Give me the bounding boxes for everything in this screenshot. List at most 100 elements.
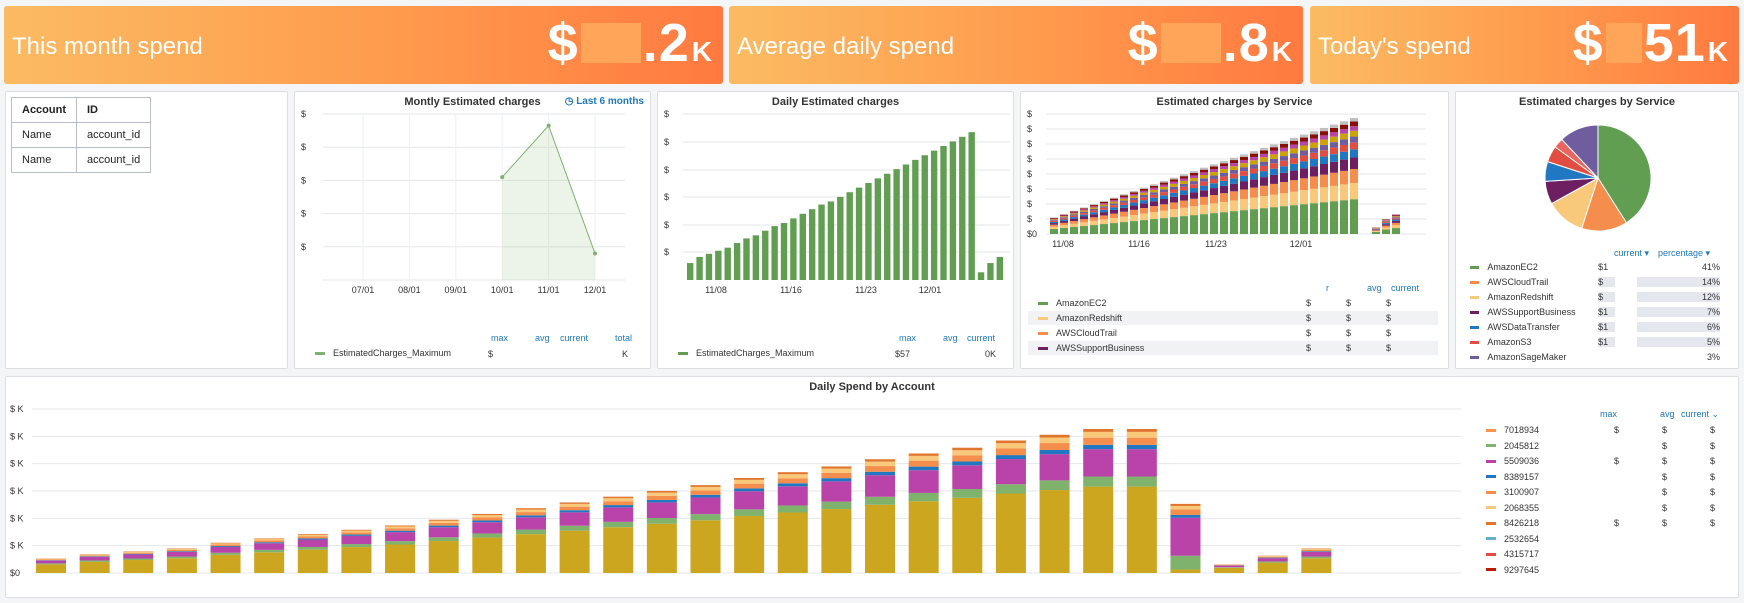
- stacked-bar-segment: [777, 474, 808, 479]
- y-tick-label: $: [664, 109, 669, 119]
- daily-bar-chart[interactable]: $ $ $ $ $ $11/08 11/16 11/23 12/01: [658, 92, 1014, 369]
- legend-item[interactable]: 7018934 $ $ $: [1481, 423, 1731, 437]
- service-pie-chart[interactable]: [1456, 92, 1739, 242]
- legend-item[interactable]: EstimatedCharges_Maximum: [315, 348, 451, 358]
- stacked-bar-segment: [1060, 222, 1068, 226]
- legend-item[interactable]: AmazonRedshift $12%: [1470, 290, 1721, 304]
- stacked-bar-segment: [1070, 218, 1078, 222]
- stacked-bar-segment: [559, 525, 590, 531]
- legend-item[interactable]: AmazonEC2 $1 41%: [1470, 260, 1720, 274]
- legend-header-current[interactable]: current ⌄: [1681, 409, 1720, 419]
- service-stacked-bar-chart[interactable]: $ $ $ $ $ $ $ $ $0 11/08 11/16 11/23 12/01: [1021, 92, 1449, 369]
- daily-bar: [771, 226, 778, 280]
- stat-label: Today's spend: [1318, 33, 1471, 60]
- legend-item[interactable]: AmazonS3 $1 5%: [1470, 335, 1721, 349]
- legend-item[interactable]: 3100907 $ $: [1481, 485, 1731, 499]
- legend-header-avg[interactable]: avg: [943, 333, 958, 343]
- legend-item[interactable]: AWSDataTransfer $1 6%: [1470, 320, 1721, 334]
- stacked-bar-segment: [821, 466, 852, 469]
- legend-header-percentage[interactable]: percentage ▾: [1658, 248, 1711, 258]
- stacked-bar-segment: [1240, 210, 1248, 234]
- stacked-bar-segment: [690, 514, 721, 521]
- stacked-bar-segment: [1260, 196, 1268, 209]
- stacked-bar-segment: [995, 459, 1026, 485]
- legend-item[interactable]: 2068355 $ $: [1481, 501, 1731, 515]
- stacked-bar-segment: [1250, 151, 1258, 154]
- stacked-bar-segment: [1126, 431, 1157, 438]
- legend-header-avg[interactable]: avg: [1367, 283, 1382, 293]
- stacked-bar-segment: [472, 520, 503, 523]
- panel-title[interactable]: Estimated charges by Service: [1156, 96, 1313, 108]
- stacked-bar-segment: [1280, 156, 1288, 161]
- legend-header-total[interactable]: total: [615, 333, 633, 343]
- legend-item[interactable]: 9297645: [1481, 563, 1731, 577]
- legend-header[interactable]: r: [1326, 283, 1329, 293]
- legend-item[interactable]: AmazonSageMaker 3%: [1470, 350, 1720, 364]
- y-tick-label: $: [1027, 184, 1032, 194]
- x-tick-label: 08/01: [398, 285, 421, 295]
- stacked-bar-segment: [472, 522, 503, 534]
- daily-bar: [949, 141, 957, 280]
- column-header[interactable]: ID: [75, 97, 152, 123]
- stacked-bar-segment: [1240, 156, 1248, 161]
- legend-item[interactable]: 2532654: [1481, 532, 1731, 546]
- pie-slice: [1561, 124, 1599, 180]
- stat-today: Today's spend $51 K: [1310, 6, 1739, 84]
- panel-title[interactable]: Montly Estimated charges: [404, 96, 541, 108]
- legend-header-current[interactable]: current: [1391, 283, 1420, 293]
- legend-item[interactable]: 5509036 $ $ $: [1481, 454, 1731, 468]
- legend-header-max[interactable]: max: [491, 333, 509, 343]
- stacked-bar-segment: [1150, 219, 1158, 234]
- stacked-bar-segment: [559, 530, 590, 573]
- stacked-bar-segment: [1220, 172, 1228, 177]
- legend-header-avg[interactable]: avg: [535, 333, 550, 343]
- legend-item[interactable]: 4315717: [1481, 547, 1731, 561]
- legend-item[interactable]: AmazonEC2 $ $ $: [1028, 296, 1438, 310]
- legend-item[interactable]: 8426218 $ $ $: [1481, 516, 1731, 530]
- legend-item[interactable]: 8389157 $ $: [1481, 470, 1731, 484]
- panel-title[interactable]: Daily Spend by Account: [809, 381, 935, 393]
- legend-item[interactable]: AWSCloudTrail $ $ $: [1028, 326, 1438, 340]
- legend-item[interactable]: AWSSupportBusiness $1 7%: [1470, 305, 1721, 319]
- legend-header-avg[interactable]: avg: [1660, 409, 1675, 419]
- x-tick-label: 11/08: [1052, 239, 1074, 249]
- legend-header-max[interactable]: max: [1600, 409, 1618, 419]
- column-header[interactable]: Account: [11, 97, 77, 123]
- panel-title[interactable]: Estimated charges by Service: [1519, 96, 1675, 108]
- stacked-bar-segment: [297, 534, 328, 535]
- legend-item[interactable]: AWSCloudTrail $14%: [1470, 275, 1721, 289]
- monthly-line-chart[interactable]: $ $ $ $ $07/01 08/01 09/01 10/01 11/01 12/01: [295, 92, 651, 369]
- legend-header-current[interactable]: current: [560, 333, 589, 343]
- stacked-bar-segment: [734, 477, 765, 480]
- stacked-bar-segment: [1340, 139, 1348, 145]
- stacked-bar-segment: [1039, 434, 1070, 438]
- stacked-bar-segment: [297, 539, 328, 547]
- stacked-bar-segment: [1100, 203, 1108, 205]
- stacked-bar-segment: [428, 525, 459, 528]
- legend-header-max[interactable]: max: [899, 333, 917, 343]
- stacked-bar-segment: [428, 519, 459, 521]
- stacked-bar-segment: [1382, 227, 1390, 230]
- legend-header-current[interactable]: current ▾: [1614, 248, 1650, 258]
- legend-item[interactable]: 2045812 $ $: [1481, 439, 1731, 453]
- stacked-bar-segment: [1170, 177, 1178, 180]
- stacked-bar-segment: [1230, 178, 1238, 184]
- time-range-link[interactable]: ◷ Last 6 months: [564, 96, 644, 107]
- stacked-bar-segment: [1160, 182, 1168, 185]
- stacked-bar-segment: [1150, 197, 1158, 202]
- accounts-table: Account ID Name account_id Name account_id: [11, 97, 152, 173]
- legend-item[interactable]: EstimatedCharges_Maximum: [678, 348, 814, 358]
- stacked-bar-segment: [690, 497, 721, 515]
- legend-header-current[interactable]: current: [967, 333, 996, 343]
- stacked-bar-segment: [1170, 217, 1178, 234]
- panel-title[interactable]: Daily Estimated charges: [771, 96, 900, 108]
- stacked-bar-segment: [166, 551, 197, 552]
- legend-item[interactable]: AmazonRedshift $ $ $: [1028, 311, 1438, 325]
- daily-bar: [790, 218, 797, 280]
- stacked-bar-segment: [1190, 215, 1198, 234]
- stacked-bar-segment: [1060, 218, 1068, 220]
- stacked-bar-segment: [1080, 208, 1088, 210]
- stacked-bar-segment: [515, 534, 546, 573]
- legend-item[interactable]: AWSSupportBusiness $ $ $: [1028, 341, 1438, 355]
- account-stacked-bar-chart[interactable]: $ K $ K $ K $ K $ K $ K $0: [6, 377, 1466, 598]
